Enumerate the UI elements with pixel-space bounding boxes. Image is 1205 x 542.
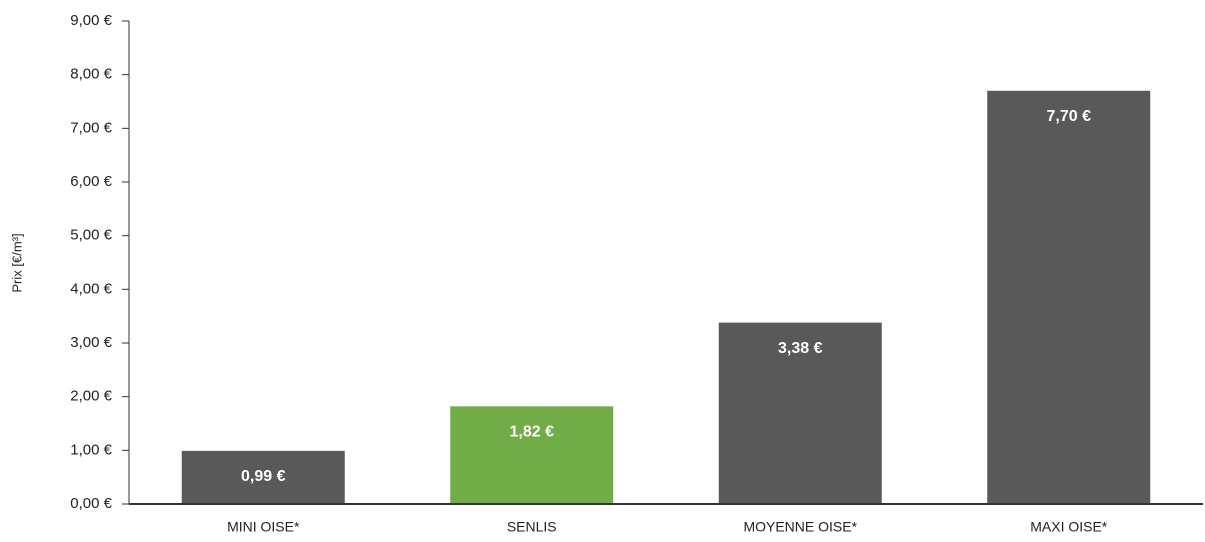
x-tick-label: MAXI OISE*	[1030, 519, 1108, 535]
y-tick-label: 6,00 €	[70, 173, 112, 190]
y-tick-label: 5,00 €	[70, 227, 112, 244]
y-tick-label: 9,00 €	[70, 12, 112, 29]
bar	[181, 450, 345, 504]
bar	[450, 406, 614, 504]
value-label: 1,82 €	[510, 424, 555, 441]
y-tick-label: 2,00 €	[70, 388, 112, 405]
value-label: 0,99 €	[241, 468, 286, 485]
y-tick-label: 4,00 €	[70, 280, 112, 297]
bar	[718, 322, 882, 504]
value-label: 7,70 €	[1047, 108, 1092, 125]
y-tick-label: 1,00 €	[70, 441, 112, 458]
bar	[987, 90, 1151, 505]
x-tick-label: MINI OISE*	[227, 519, 300, 535]
y-tick-label: 8,00 €	[70, 66, 112, 83]
y-axis-label: Prix [€/m³]	[9, 233, 24, 292]
x-tick-label: MOYENNE OISE*	[743, 519, 857, 535]
value-label: 3,38 €	[778, 340, 823, 357]
y-tick-label: 7,00 €	[70, 119, 112, 136]
x-tick-label: SENLIS	[507, 519, 557, 535]
y-tick-label: 3,00 €	[70, 334, 112, 351]
y-tick-label: 0,00 €	[70, 495, 112, 512]
